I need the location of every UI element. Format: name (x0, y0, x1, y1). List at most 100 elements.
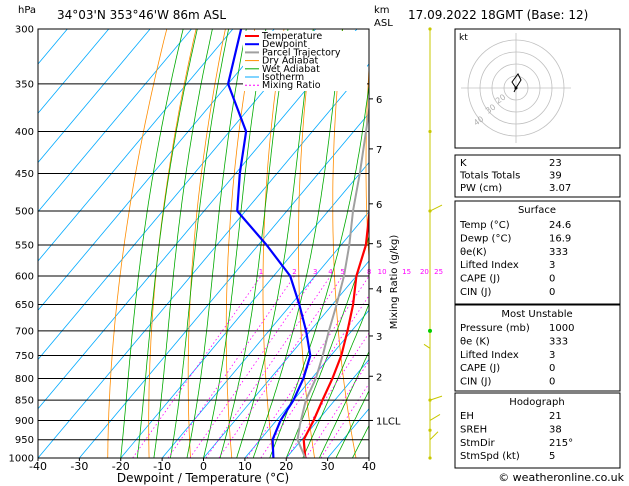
x-axis-title: Dewpoint / Temperature (°C) (117, 471, 289, 485)
temp-tick-label: -40 (29, 460, 47, 473)
profile-parcel-trajectory (296, 103, 369, 458)
mixing-ratio-line (218, 275, 343, 458)
most-unstable-table (454, 304, 621, 392)
legend-entry: Dry Adiabat (262, 56, 319, 67)
pressure-tick-label: 1000 (9, 454, 34, 465)
most-unstable-row-label: θe (K) (460, 336, 490, 347)
most-unstable-row-value: 333 (549, 336, 568, 347)
wet-adiabat-line (319, 350, 369, 458)
wind-level-marker (428, 129, 432, 134)
mixing-ratio-line (189, 275, 316, 458)
hodograph-center (514, 86, 518, 90)
pressure-tick-label: 450 (15, 169, 34, 180)
index-row-label: K (460, 158, 467, 169)
mixing-ratio-line (132, 275, 262, 458)
mixing-ratio-label: 5 (340, 268, 344, 276)
hodograph-row-value: 21 (549, 411, 562, 422)
hodograph-unit-label: kt (459, 33, 468, 43)
isotherm-line (38, 29, 234, 262)
legend-entry: Parcel Trajectory (262, 47, 341, 58)
hodograph-table-title: Hodograph (509, 397, 564, 408)
most-unstable-row-label: Pressure (mb) (460, 323, 530, 334)
mixing-ratio-line (320, 382, 369, 458)
index-row-label: Totals Totals (459, 171, 520, 182)
pressure-tick-label: 350 (15, 79, 34, 90)
isotherm-line (38, 29, 192, 213)
hodograph-table (454, 392, 621, 469)
legend-entry: Dewpoint (262, 39, 307, 50)
most-unstable-row-label: CIN (J) (460, 377, 491, 388)
wind-level-marker (428, 27, 432, 31)
km-tick-label: 1LCL (376, 416, 401, 427)
wind-barb (429, 414, 441, 421)
plot-area (38, 29, 369, 458)
isotherm-line (285, 358, 369, 458)
mixing-ratio-line (260, 294, 369, 458)
index-row-label: PW (cm) (460, 183, 502, 194)
mixing-ratio-label: 3 (313, 268, 317, 276)
wind-barb (429, 395, 443, 401)
wind-barb (423, 343, 431, 349)
most-unstable-row-value: 3 (549, 350, 555, 361)
hodograph-row-value: 5 (549, 451, 555, 462)
isotherm-line (244, 309, 369, 458)
temp-tick-label: 20 (279, 460, 293, 473)
mixing-ratio-line (167, 275, 295, 458)
isotherm-line (203, 260, 369, 458)
mixing-ratio-label: 4 (328, 268, 333, 276)
asl-label: ASL (374, 18, 393, 29)
temp-tick-label: 30 (321, 460, 335, 473)
index-row-value: 3.07 (549, 183, 571, 194)
pressure-tick-label: 800 (15, 374, 34, 385)
isotherm-line (38, 63, 369, 458)
surface-row-value: 0 (549, 287, 555, 298)
mixing-ratio-label: 1 (259, 268, 263, 276)
temp-tick-label: -10 (153, 460, 171, 473)
wet-adiabat-line (335, 389, 369, 458)
index-row-value: 39 (549, 171, 562, 182)
surface-row-value: 333 (549, 247, 568, 258)
wind-barb (429, 204, 443, 212)
most-unstable-row-value: 0 (549, 377, 555, 388)
pressure-tick-label: 650 (15, 300, 34, 311)
surface-row-label: Dewp (°C) (460, 233, 511, 244)
hodograph-row-label: EH (460, 411, 474, 422)
hodograph-frame (454, 28, 621, 149)
pressure-tick-label: 550 (15, 240, 34, 251)
temp-tick-label: -20 (112, 460, 130, 473)
km-tick-label: 4 (376, 285, 382, 296)
mixing-ratio-line (286, 332, 369, 458)
mixing-ratio-line (246, 275, 369, 458)
surface-row-label: CIN (J) (460, 287, 491, 298)
pressure-tick-label: 950 (15, 435, 34, 446)
mixing-ratio-line (205, 275, 331, 458)
surface-row-label: θe(K) (460, 247, 487, 258)
surface-row-label: Temp (°C) (459, 220, 510, 231)
temp-tick-label: 10 (238, 460, 252, 473)
wind-level-marker (428, 456, 432, 460)
pressure-tick-label: 750 (15, 351, 34, 362)
isotherm-line (79, 112, 369, 458)
km-tick-label: 5 (376, 240, 382, 251)
km-tick-label: 3 (376, 332, 382, 343)
pressure-units-label: hPa (18, 5, 36, 16)
km-tick-label: 6 (376, 200, 382, 211)
km-tick-label: 2 (376, 372, 382, 383)
mixing-ratio-line (305, 360, 369, 458)
datetime-label: 17.09.2022 18GMT (Base: 12) (408, 8, 588, 22)
temp-tick-label: 0 (200, 460, 207, 473)
indices-table (454, 154, 621, 198)
surface-row-value: 3 (549, 260, 555, 271)
pressure-tick-label: 600 (15, 271, 34, 282)
most-unstable-row-label: CAPE (J) (460, 363, 500, 374)
surface-row-label: CAPE (J) (460, 274, 500, 285)
mixing-ratio-label: 2 (292, 268, 296, 276)
surface-table (454, 200, 621, 305)
surface-row-value: 0 (549, 274, 555, 285)
copyright: © weatheronline.co.uk (498, 471, 624, 484)
hodograph-row-label: StmSpd (kt) (460, 451, 520, 462)
temp-tick-label: -30 (70, 460, 88, 473)
